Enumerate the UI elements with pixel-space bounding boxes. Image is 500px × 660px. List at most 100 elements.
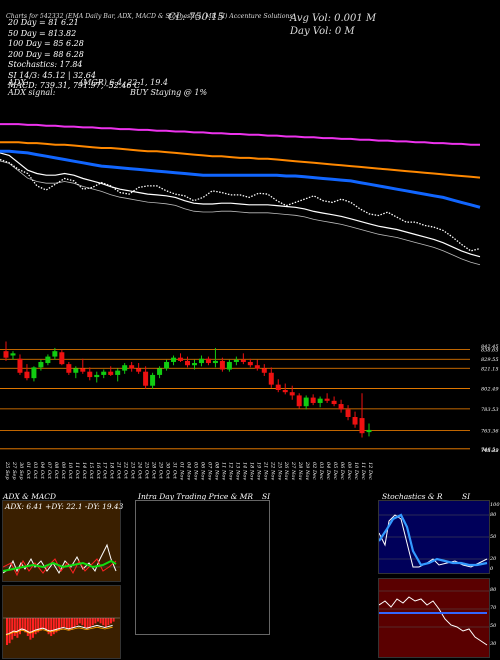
candle-body xyxy=(52,351,58,357)
macd-bar xyxy=(16,618,19,638)
candle-body xyxy=(240,359,246,362)
date-label: 07 Oct xyxy=(46,462,52,480)
date-label: 19 Nov xyxy=(255,462,261,480)
macd-bar xyxy=(104,618,107,627)
price-label: 802.49 xyxy=(481,386,499,392)
candle-body xyxy=(212,360,218,364)
date-label: 06 Nov xyxy=(199,462,205,480)
axis-tick-label: 30 xyxy=(490,641,497,647)
candle-body xyxy=(164,361,170,369)
candle-body xyxy=(24,371,30,379)
candle-body xyxy=(87,371,93,378)
candle-body xyxy=(303,397,309,407)
price-level-lines xyxy=(0,349,470,450)
candle-body xyxy=(296,395,302,407)
rsi-axis: 80 70 50 30 xyxy=(489,578,500,656)
macd-bar xyxy=(76,618,79,626)
macd-bar xyxy=(91,618,94,626)
candle-body xyxy=(247,361,253,366)
price-label: 783.53 xyxy=(481,407,499,413)
macd-bar xyxy=(107,618,110,626)
macd-bar xyxy=(26,618,29,636)
date-label: 10 Oct xyxy=(67,462,73,480)
macd-bar xyxy=(89,618,92,627)
macd-bar xyxy=(32,618,34,638)
date-label: 16 Oct xyxy=(95,462,101,480)
price-label: 763.36 xyxy=(481,429,499,435)
macd-bar xyxy=(81,618,84,626)
signal-line-label: ADX signal: xyxy=(8,88,56,97)
date-label: 08 Oct xyxy=(53,462,59,480)
ema-line xyxy=(0,123,480,146)
adx-line: ADX: (MGR) 6.4, 22.1, 19.4 xyxy=(8,78,168,89)
macd-bar xyxy=(11,618,14,640)
date-label: 11 Dec xyxy=(360,462,366,480)
price-label: 829.55 xyxy=(481,357,499,363)
macd-bar xyxy=(60,618,63,629)
macd-bar xyxy=(45,618,47,631)
adx-lines xyxy=(3,543,120,577)
date-label: 25 Nov xyxy=(276,461,282,480)
candle-body xyxy=(345,409,351,417)
candle-body xyxy=(66,364,72,373)
candles xyxy=(3,341,372,438)
adx-values: ADX: 6.41 +DY: 22.1 -DY: 19.43 xyxy=(5,502,124,511)
macd-bar xyxy=(8,618,11,644)
candle-body xyxy=(268,372,274,385)
macd-signal-line xyxy=(5,626,113,636)
axis-tick-label: 80 xyxy=(490,512,497,518)
candle-body xyxy=(45,356,51,364)
axis-tick-label: 70 xyxy=(490,605,497,611)
macd-bar xyxy=(34,618,37,635)
legend-item: 100 Day = 85 6.28 xyxy=(8,39,84,48)
date-label: 05 Dec xyxy=(332,462,338,480)
candle-body xyxy=(94,374,100,378)
macd-bar xyxy=(97,618,99,622)
macd-bar xyxy=(24,618,27,633)
stochastics-lines xyxy=(379,513,489,568)
date-label: 18 Nov xyxy=(248,462,254,480)
price-label: 842.45 xyxy=(481,344,499,350)
macd-bar xyxy=(65,618,68,629)
macd-bar xyxy=(19,618,21,635)
candle-body xyxy=(185,360,190,366)
date-label: 18 Oct xyxy=(109,462,115,480)
date-label: 25 Oct xyxy=(144,461,150,480)
macd-bar xyxy=(52,618,55,635)
intraday-panel xyxy=(135,500,270,635)
date-label: 12 Nov xyxy=(227,462,233,480)
candle-body xyxy=(31,367,37,379)
date-label: 12 Dec xyxy=(367,462,373,480)
macd-bar xyxy=(37,618,40,633)
ema-layer xyxy=(0,123,481,266)
date-label: 14 Nov xyxy=(241,462,247,480)
price-label: 745.39 xyxy=(481,448,499,454)
candle-body xyxy=(129,365,135,369)
stoch-axis: 100 80 50 20 0 xyxy=(489,500,500,572)
macd-bar xyxy=(39,618,42,631)
candle-body xyxy=(324,398,330,401)
candle-body xyxy=(366,429,372,433)
ema-line xyxy=(0,149,481,209)
candle-body xyxy=(359,418,365,434)
date-label: 27 Sep xyxy=(11,461,17,480)
date-label: 24 Oct xyxy=(137,461,143,480)
macd-bar xyxy=(84,618,86,627)
candle-body xyxy=(338,404,344,410)
ema-line xyxy=(0,152,481,258)
adx-line-label: ADX: xyxy=(8,78,29,87)
macd-bar xyxy=(86,618,89,629)
candle-body xyxy=(80,368,86,372)
axis-tick-label: 50 xyxy=(490,623,497,629)
candle-body xyxy=(73,368,79,373)
candle-body xyxy=(219,360,225,370)
date-label: 31 Oct xyxy=(172,462,178,480)
date-label: 09 Oct xyxy=(60,462,66,480)
price-label: 838.65 xyxy=(481,347,499,353)
date-label: 07 Nov xyxy=(206,462,212,480)
date-label: 09 Dec xyxy=(346,462,352,480)
macd-bar xyxy=(78,618,81,624)
date-label: 04 Dec xyxy=(325,462,331,480)
macd-bar xyxy=(58,618,60,631)
